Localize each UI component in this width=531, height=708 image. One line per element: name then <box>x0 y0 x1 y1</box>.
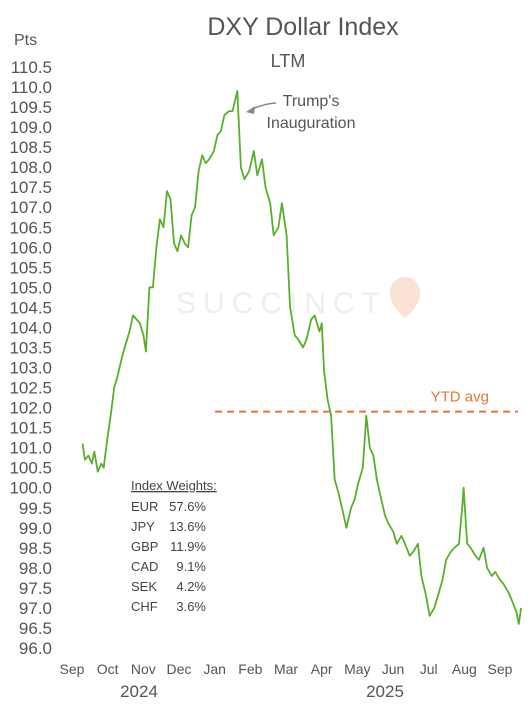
x-tick-label: Sep <box>60 661 85 677</box>
y-tick-label: 106.5 <box>9 218 52 237</box>
year-label: 2025 <box>366 682 404 701</box>
inauguration-annotation: Trump's Inauguration <box>246 93 355 132</box>
index-weights-heading: Index Weights: <box>131 478 217 493</box>
x-tick-label: Jan <box>203 661 226 677</box>
inauguration-label-line2: Inauguration <box>267 115 356 132</box>
series-line-dxy <box>81 90 522 625</box>
y-tick-label: 100.0 <box>9 479 52 498</box>
inauguration-arrowhead-icon <box>246 106 255 114</box>
y-axis-ticks: 110.5110.0109.5109.0108.5108.0107.5107.0… <box>9 58 52 658</box>
y-tick-label: 103.5 <box>9 338 52 357</box>
x-tick-label: Nov <box>131 661 156 677</box>
y-tick-label: 97.5 <box>19 579 52 598</box>
weight-percent: 9.1% <box>176 559 206 574</box>
x-tick-label: Feb <box>238 661 262 677</box>
weight-percent: 13.6% <box>169 519 206 534</box>
x-tick-label: May <box>344 661 370 677</box>
year-label: 2024 <box>120 682 158 701</box>
chart-title: DXY Dollar Index <box>207 13 399 41</box>
x-tick-label: Sep <box>488 661 513 677</box>
weight-percent: 11.9% <box>170 539 206 554</box>
ytd-average-label: YTD avg <box>431 389 489 406</box>
y-tick-label: 102.5 <box>9 379 52 398</box>
weight-currency: SEK <box>131 579 157 594</box>
y-tick-label: 107.0 <box>9 198 52 217</box>
y-tick-label: 107.5 <box>9 178 52 197</box>
y-tick-label: 97.0 <box>19 599 52 618</box>
y-tick-label: 99.0 <box>19 519 52 538</box>
weight-currency: GBP <box>131 539 158 554</box>
y-tick-label: 96.0 <box>19 639 52 658</box>
y-tick-label: 108.5 <box>9 138 52 157</box>
index-weights: Index Weights: EUR 57.6% JPY 13.6% GBP 11.9% C… <box>131 478 217 614</box>
y-tick-label: 100.5 <box>9 459 52 478</box>
y-tick-label: 106.0 <box>9 238 52 257</box>
x-tick-label: Aug <box>452 661 477 677</box>
x-tick-label: Mar <box>274 661 298 677</box>
y-tick-label: 101.5 <box>9 419 52 438</box>
weight-percent: 4.2% <box>176 579 206 594</box>
x-axis-ticks: Sep Oct Nov Dec Jan Feb Mar Apr May Jun Jul Aug Sep <box>60 661 513 677</box>
y-axis-units: Pts <box>14 32 37 49</box>
y-tick-label: 103.0 <box>9 359 52 378</box>
x-tick-label: Apr <box>311 661 333 677</box>
y-tick-label: 109.5 <box>9 98 52 117</box>
y-tick-label: 102.0 <box>9 399 52 418</box>
weight-currency: JPY <box>131 519 155 534</box>
y-tick-label: 105.0 <box>9 278 52 297</box>
y-tick-label: 109.0 <box>9 118 52 137</box>
y-tick-label: 110.5 <box>11 58 52 77</box>
x-tick-label: Jul <box>420 661 438 677</box>
y-tick-label: 99.5 <box>19 499 52 518</box>
watermark-logo-icon <box>390 277 420 318</box>
y-tick-label: 101.0 <box>9 439 52 458</box>
x-tick-label: Dec <box>167 661 192 677</box>
x-tick-label: Oct <box>97 661 119 677</box>
y-tick-label: 104.5 <box>9 298 52 317</box>
y-tick-label: 96.5 <box>19 619 52 638</box>
x-tick-label: Jun <box>382 661 405 677</box>
y-tick-label: 98.0 <box>19 559 52 578</box>
weight-currency: CAD <box>131 559 158 574</box>
weight-percent: 57.6% <box>169 499 206 514</box>
index-weights-rows: EUR 57.6% JPY 13.6% GBP 11.9% CAD 9.1% SEK 4.2% CH… <box>131 499 206 614</box>
watermark-text: SUCCINCT <box>176 287 387 320</box>
y-tick-label: 110.0 <box>11 78 52 97</box>
weight-currency: EUR <box>131 499 158 514</box>
y-tick-label: 108.0 <box>9 158 52 177</box>
y-tick-label: 104.0 <box>9 318 52 337</box>
weight-currency: CHF <box>131 599 158 614</box>
y-tick-label: 98.5 <box>19 539 52 558</box>
weight-percent: 3.6% <box>176 599 206 614</box>
x-axis-years: 2024 2025 <box>120 682 404 701</box>
watermark: SUCCINCT <box>176 277 420 320</box>
inauguration-label-line1: Trump's <box>283 93 340 110</box>
chart-subtitle: LTM <box>271 51 306 71</box>
y-tick-label: 105.5 <box>9 258 52 277</box>
